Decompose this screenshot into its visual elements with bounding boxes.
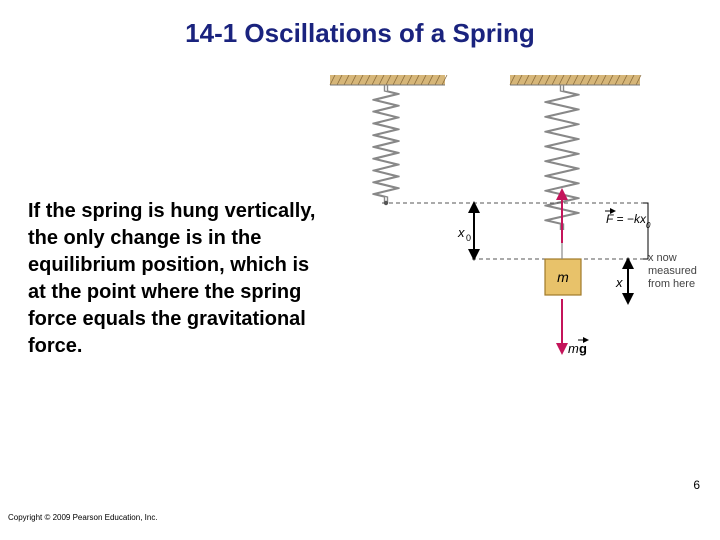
svg-text:g: g <box>579 341 587 356</box>
svg-text:measured: measured <box>648 265 697 277</box>
svg-text:m: m <box>568 341 579 356</box>
copyright: Copyright © 2009 Pearson Education, Inc. <box>8 513 158 522</box>
svg-text:from here: from here <box>648 278 695 290</box>
page-number: 6 <box>693 478 700 492</box>
svg-text:x: x <box>457 225 465 240</box>
svg-text:0: 0 <box>466 233 471 243</box>
svg-text:x: x <box>615 275 623 290</box>
svg-text:F = −kx0: F = −kx0 <box>606 212 651 230</box>
page-title: 14-1 Oscillations of a Spring <box>0 0 720 49</box>
spring-diagram: mmgx0xF = −kx0x nowmeasuredfrom here <box>300 75 700 395</box>
svg-text:x now: x now <box>648 252 677 264</box>
svg-text:m: m <box>557 269 569 285</box>
body-text: If the spring is hung vertically, the on… <box>28 198 328 360</box>
